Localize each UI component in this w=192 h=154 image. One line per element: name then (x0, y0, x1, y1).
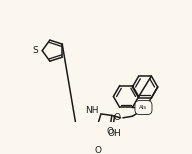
Text: S: S (32, 46, 38, 55)
Text: O: O (107, 127, 114, 136)
Text: NH: NH (85, 106, 98, 115)
Text: O: O (113, 113, 121, 122)
Text: Als: Als (139, 105, 147, 110)
Text: OH: OH (107, 129, 121, 138)
Text: O: O (94, 146, 101, 154)
